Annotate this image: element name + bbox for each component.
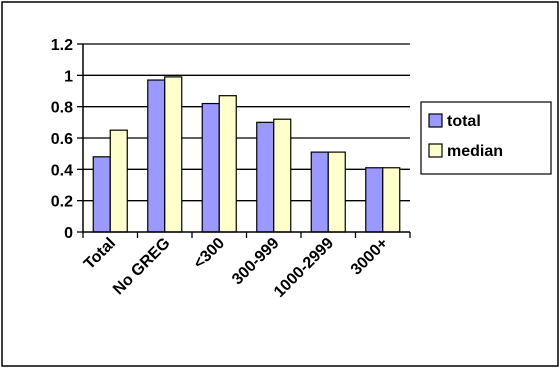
legend-label-total: total	[447, 113, 481, 130]
legend: total median	[420, 101, 552, 175]
bar-median	[109, 129, 128, 233]
bars	[92, 76, 401, 233]
y-tick-label: 1	[64, 68, 73, 85]
legend-swatch-total	[428, 113, 443, 128]
y-tick-label: 0.2	[51, 194, 73, 211]
y-tick-label: 0.4	[51, 162, 73, 179]
bar-median	[327, 151, 346, 233]
bar-median	[218, 95, 237, 233]
legend-swatch-median	[428, 143, 443, 158]
bar-total	[201, 102, 220, 233]
gridlines	[83, 43, 410, 202]
bar-total	[310, 151, 329, 233]
y-tick-label: 0.6	[51, 131, 73, 148]
y-tick-label: 1.2	[51, 37, 73, 54]
bar-median	[164, 76, 183, 233]
legend-box	[420, 101, 552, 175]
y-tick-labels: 0 0.2 0.4 0.6 0.8 1 1.2	[51, 37, 73, 242]
bar-median	[273, 118, 292, 233]
bar-total	[147, 79, 166, 233]
y-tick-label: 0	[64, 225, 73, 242]
bar-median	[382, 167, 401, 233]
legend-label-median: median	[447, 143, 503, 160]
y-tick-label: 0.8	[51, 100, 73, 117]
axes	[77, 43, 411, 238]
bar-total	[256, 121, 275, 233]
bar-total	[92, 156, 111, 233]
bar-total	[365, 167, 384, 233]
